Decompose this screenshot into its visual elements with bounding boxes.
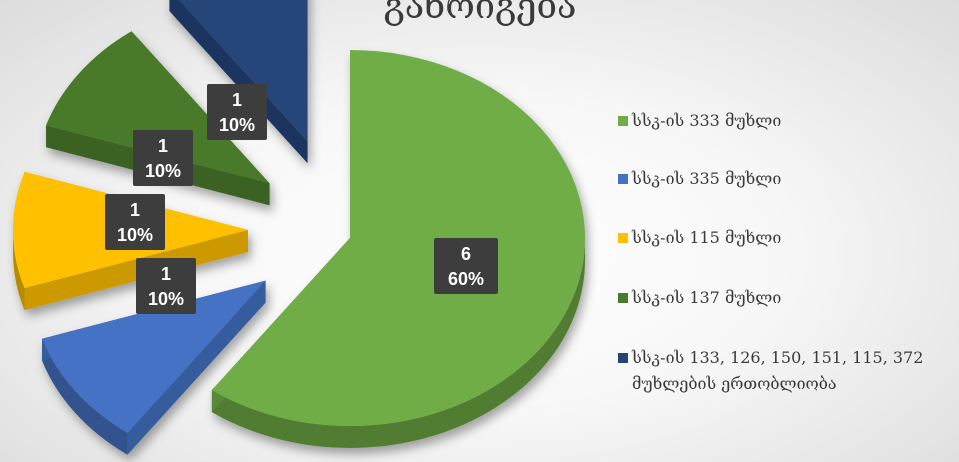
legend-label: სსკ-ის 133, 126, 150, 151, 115, 372 მუხლ… <box>632 348 924 393</box>
legend-swatch <box>618 353 628 363</box>
pie-slice-4 <box>169 0 308 164</box>
legend-label: სსკ-ის 137 მუხლი <box>632 288 782 307</box>
data-label-percent: 10% <box>219 115 255 135</box>
legend-item: სსკ-ის 137 მუხლი <box>618 285 781 311</box>
legend-swatch <box>618 116 628 126</box>
legend-label: სსკ-ის 115 მუხლი <box>632 228 782 247</box>
data-label-value: 6 <box>461 244 471 264</box>
legend-swatch <box>618 293 628 303</box>
pie-slice-0 <box>211 50 586 448</box>
pie-slice-1 <box>42 280 266 455</box>
data-label-percent: 10% <box>145 161 181 181</box>
legend-label: სსკ-ის 333 მუხლი <box>632 111 782 130</box>
legend-item: სსკ-ის 133, 126, 150, 151, 115, 372 მუხლ… <box>618 345 923 397</box>
legend-swatch <box>618 174 628 184</box>
data-label-3: 110% <box>133 130 193 186</box>
data-label-4: 110% <box>207 84 267 140</box>
chart-title: განრიგება <box>383 0 577 27</box>
data-label-value: 1 <box>232 90 242 110</box>
legend-item: სსკ-ის 333 მუხლი <box>618 108 781 134</box>
legend-swatch <box>618 233 628 243</box>
data-label-percent: 60% <box>448 269 484 289</box>
data-label-value: 1 <box>130 200 140 220</box>
data-label-percent: 10% <box>117 225 153 245</box>
legend-item: სსკ-ის 335 მუხლი <box>618 166 781 192</box>
data-label-value: 1 <box>158 136 168 156</box>
legend-label: სსკ-ის 335 მუხლი <box>632 169 782 188</box>
legend-item: სსკ-ის 115 მუხლი <box>618 225 781 251</box>
data-label-0: 660% <box>434 238 498 294</box>
data-label-percent: 10% <box>148 289 184 309</box>
data-label-value: 1 <box>161 264 171 284</box>
data-label-2: 110% <box>105 194 165 250</box>
data-label-1: 110% <box>136 258 196 314</box>
